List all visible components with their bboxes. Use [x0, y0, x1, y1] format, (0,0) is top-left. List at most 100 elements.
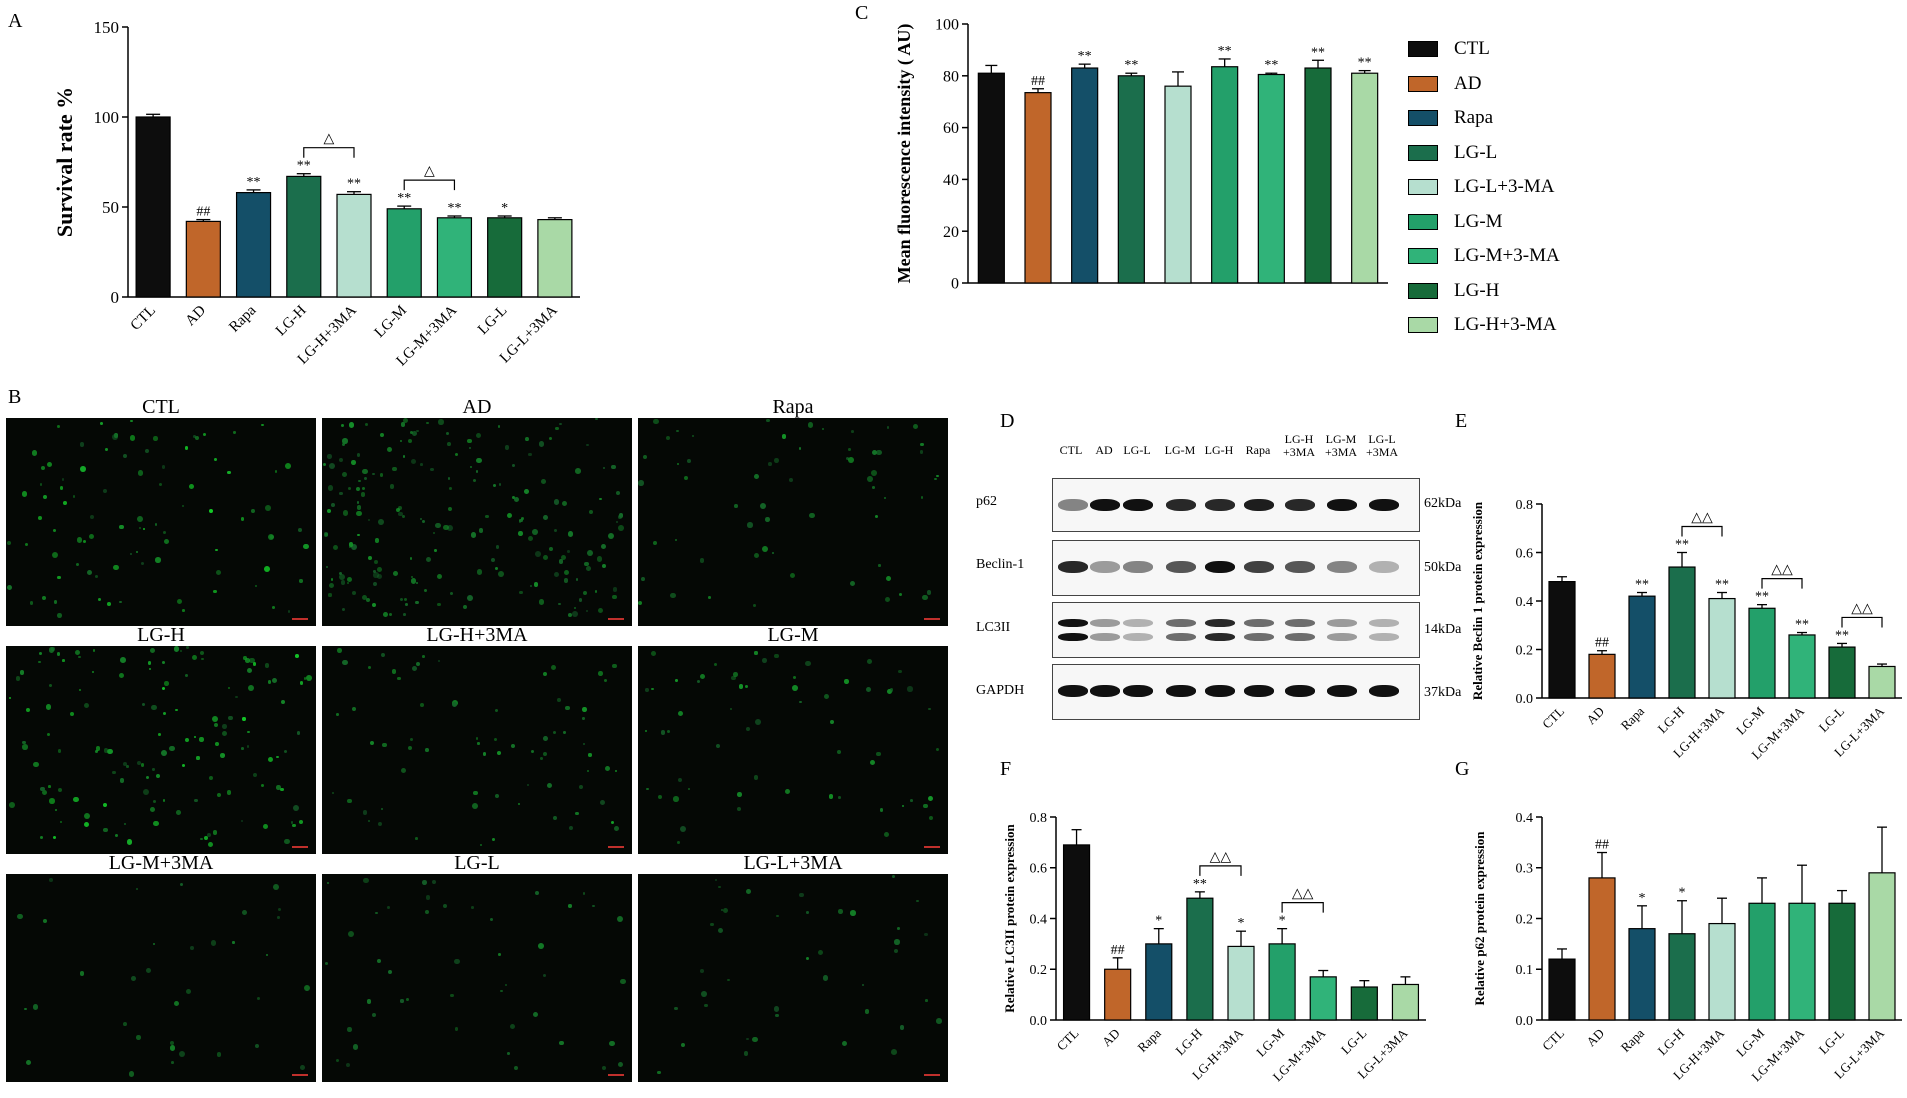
cell-dot — [475, 469, 479, 473]
bar — [1868, 665, 1896, 699]
cell-dot — [485, 514, 489, 518]
cell-dot — [500, 989, 503, 993]
cell-dot — [226, 789, 232, 795]
x-tick-label: Rapa — [1134, 1025, 1164, 1055]
cell-dot — [277, 915, 281, 919]
cell-dot — [355, 486, 361, 492]
y-tick-label: 0.0 — [1516, 692, 1534, 707]
lane-label: LG-M +3MA — [1324, 432, 1358, 459]
blot-band — [1285, 561, 1315, 573]
blot-band — [1369, 619, 1399, 627]
blot-band — [1244, 633, 1274, 641]
cell-dot — [566, 550, 570, 554]
cell-dot — [264, 663, 270, 668]
cell-dot — [476, 457, 482, 464]
cell-dot — [553, 731, 557, 735]
cell-dot — [53, 835, 57, 839]
cell-dot — [851, 430, 855, 434]
cell-dot — [432, 880, 437, 885]
cell-dot — [39, 835, 43, 839]
y-axis-label: Relative p62 protein expression — [1472, 831, 1487, 1006]
blot-band — [1244, 685, 1274, 697]
cell-dot — [50, 647, 55, 651]
y-tick-label: 0.8 — [1030, 811, 1048, 826]
bracket-mark: △ — [323, 132, 334, 147]
cell-dot — [201, 657, 205, 661]
cell-dot — [342, 471, 348, 477]
cell-dot — [443, 524, 449, 531]
y-tick-label: 0.6 — [1516, 546, 1534, 561]
cell-dot — [209, 776, 214, 781]
cell-dot — [123, 1022, 127, 1027]
cell-dot — [934, 477, 937, 480]
cell-dot — [526, 783, 530, 786]
x-tick-label: CTL — [1539, 703, 1567, 731]
cell-dot — [828, 794, 833, 799]
cell-dot — [48, 785, 51, 788]
cell-dot — [216, 1052, 222, 1057]
x-tick-label: LG-M — [1253, 1025, 1287, 1059]
cell-dot — [62, 659, 65, 662]
cell-dot — [922, 595, 928, 601]
cell-dot — [347, 577, 353, 583]
bar — [1628, 928, 1656, 1021]
cell-dot — [790, 573, 796, 579]
cell-dot — [387, 447, 393, 452]
cell-dot — [645, 729, 648, 733]
chart-p62-expression: 0.0 0.1 0.2 0.3 0.4 Relative p62 protein expr… — [1472, 811, 1902, 1084]
cell-dot — [371, 603, 376, 608]
cell-dot — [162, 686, 166, 690]
cell-dot — [162, 530, 166, 534]
cell-dot — [364, 476, 368, 480]
cell-dot — [246, 745, 250, 748]
cell-dot — [347, 1027, 352, 1032]
x-tick-label: CTL — [1054, 1025, 1082, 1053]
significance-mark: ** — [1264, 58, 1278, 73]
cell-dot — [568, 904, 572, 908]
cell-dot — [79, 971, 85, 976]
cell-dot — [411, 666, 417, 672]
significance-mark: ## — [1595, 838, 1609, 853]
x-tick-label: AD — [1583, 704, 1607, 728]
cell-dot — [164, 538, 170, 544]
blot-band — [1327, 499, 1357, 511]
cell-dot — [410, 458, 417, 465]
cell-dot — [184, 446, 188, 450]
cell-dot — [38, 516, 42, 521]
cell-dot — [542, 671, 548, 677]
cell-dot — [447, 525, 453, 532]
cell-dot — [611, 464, 616, 470]
cell-dot — [141, 702, 145, 707]
cell-dot — [745, 888, 751, 894]
cell-dot — [493, 737, 497, 741]
y-tick-label: 0.1 — [1516, 963, 1534, 978]
scale-bar — [608, 846, 624, 848]
cell-dot — [24, 542, 29, 547]
cell-dot — [365, 598, 370, 603]
cell-dot — [836, 750, 841, 755]
significance-mark: ** — [1715, 578, 1729, 593]
cell-dot — [79, 442, 85, 447]
cell-dot — [936, 474, 939, 477]
cell-dot — [618, 512, 624, 518]
blot-band — [1090, 499, 1120, 511]
cell-dot — [849, 580, 855, 586]
lane-label: LG-H — [1204, 443, 1234, 457]
cell-dot — [529, 584, 532, 588]
y-tick-label: 100 — [935, 17, 959, 34]
cell-dot — [407, 439, 412, 444]
cell-dot — [61, 478, 65, 481]
cell-dot — [558, 602, 561, 606]
cell-dot — [272, 605, 275, 609]
cell-dot — [498, 570, 505, 577]
cell-dot — [415, 836, 418, 840]
cell-dot — [874, 514, 879, 519]
comparison-bracket — [1681, 525, 1723, 537]
cell-dot — [141, 561, 145, 565]
cell-dot — [22, 740, 27, 745]
bar — [1548, 581, 1576, 699]
cell-dot — [928, 815, 934, 821]
cell-dot — [469, 465, 473, 468]
significance-mark: * — [1155, 914, 1162, 929]
cell-dot — [92, 649, 95, 652]
